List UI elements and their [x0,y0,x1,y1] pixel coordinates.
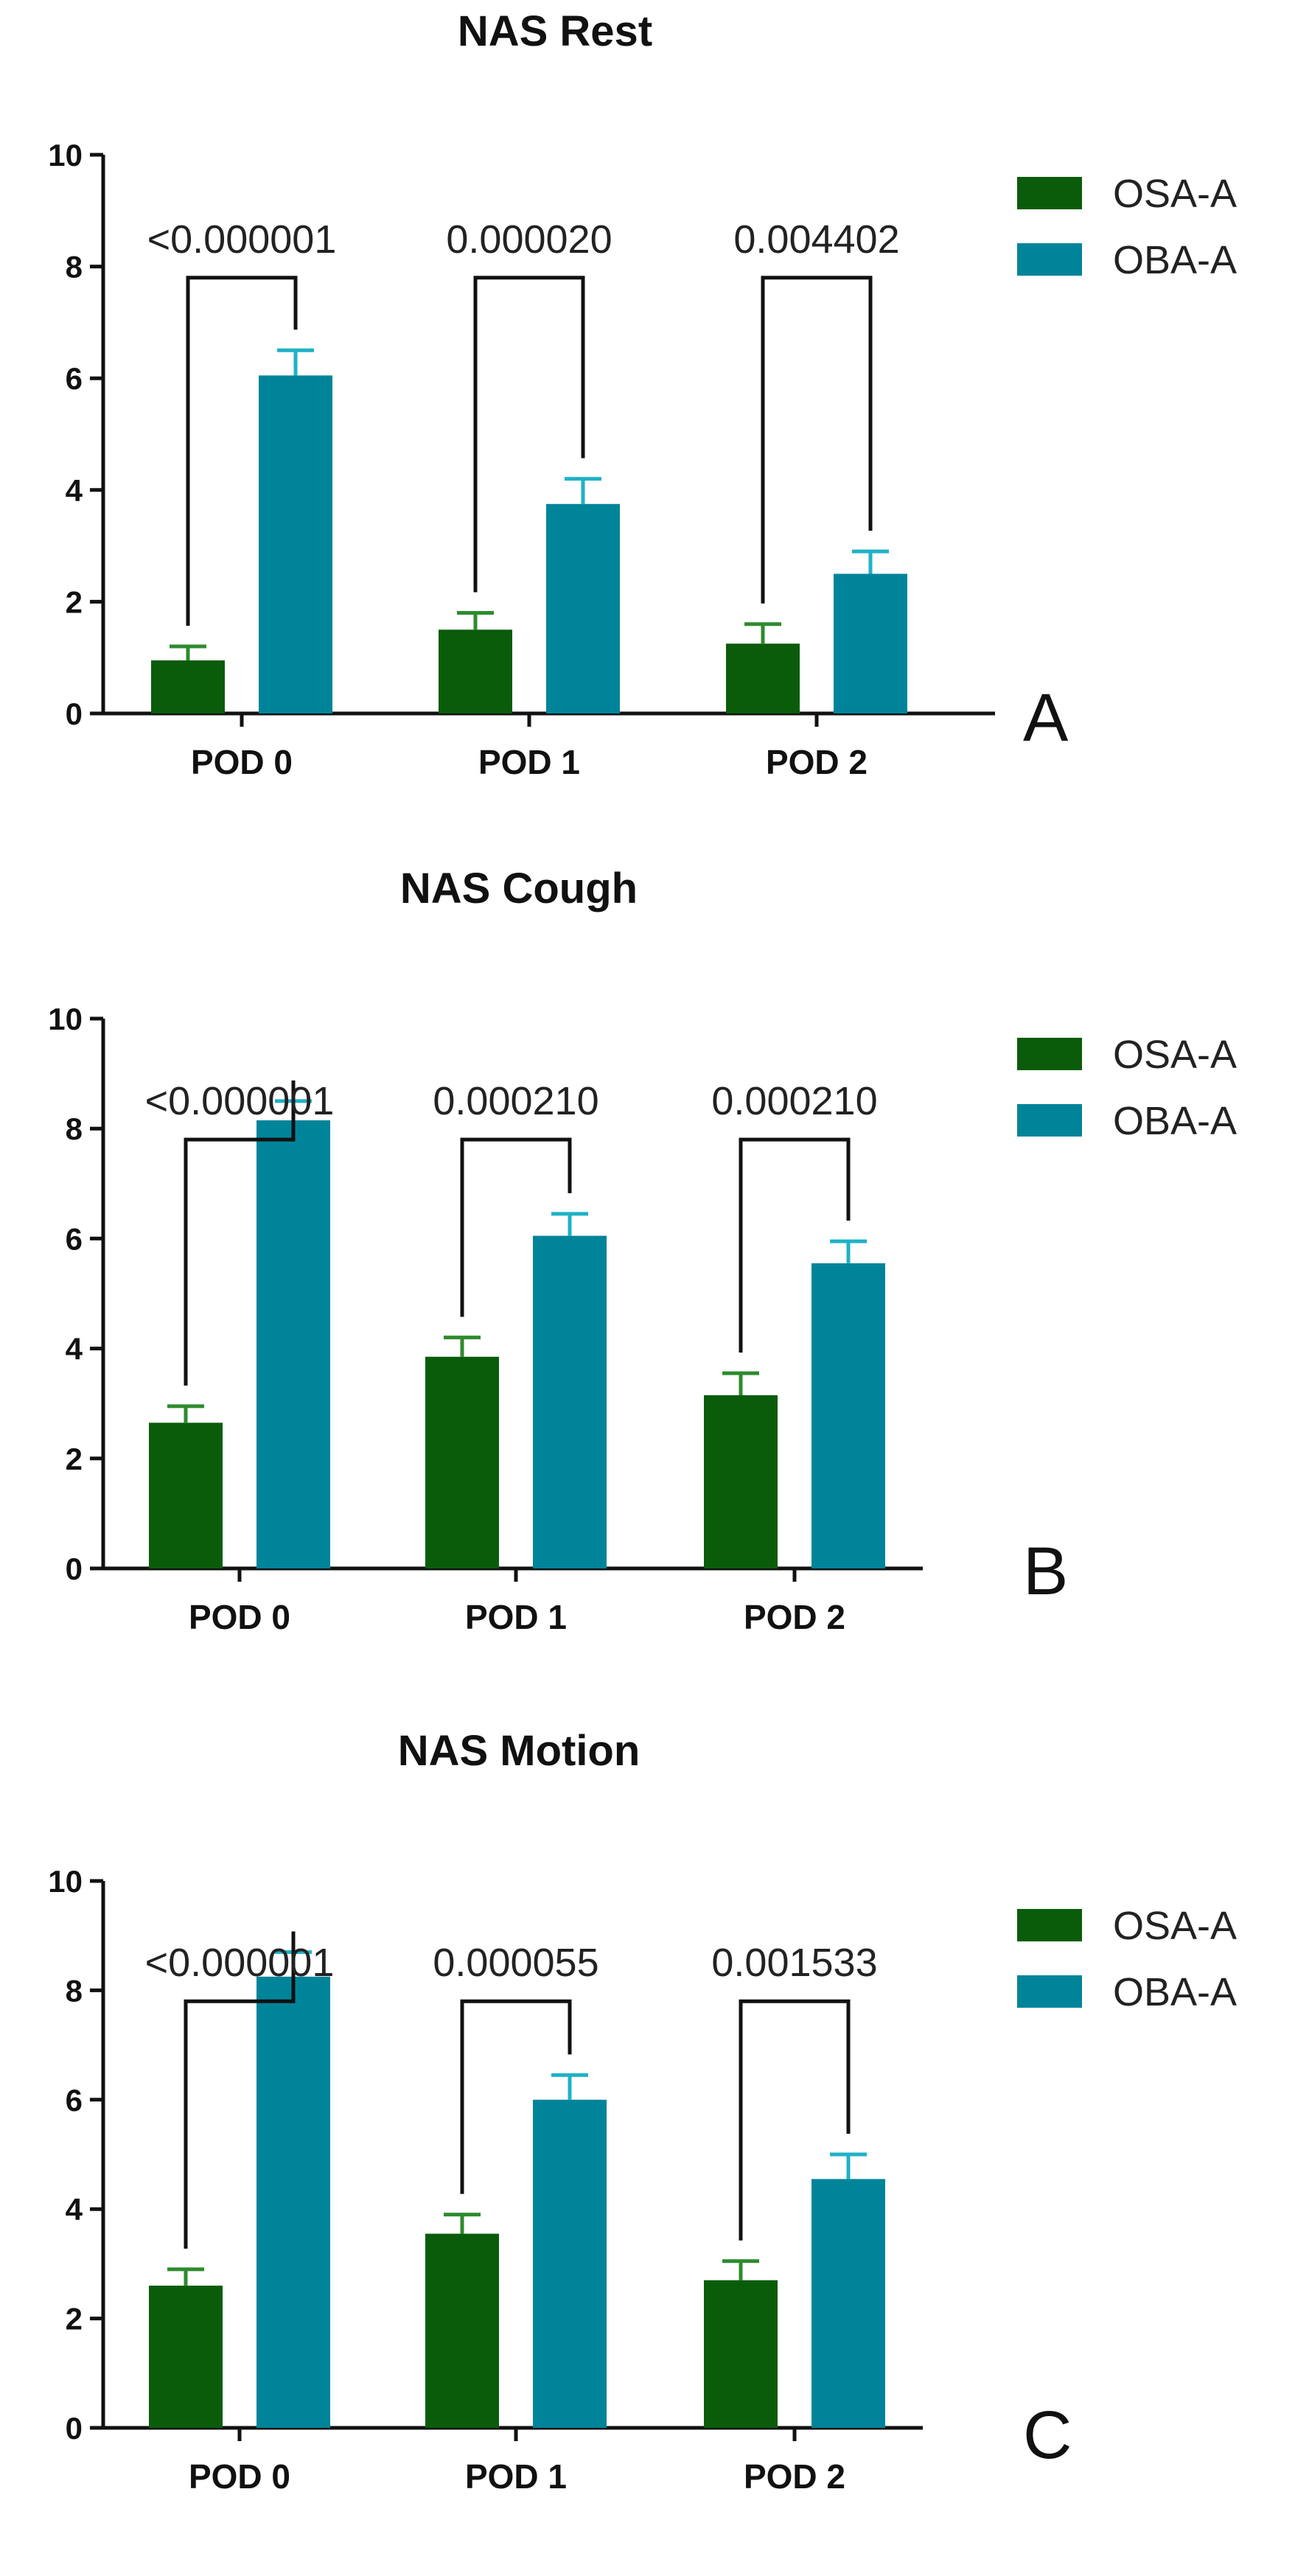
y-tick-label: 4 [66,473,83,508]
panel-label: A [1023,680,1069,755]
p-value-label: 0.000020 [446,217,612,262]
significance-bracket [473,276,585,593]
bar-oba-a-pod2 [811,1263,885,1568]
significance-bracket [186,276,298,626]
y-tick-label: 8 [66,1973,83,2008]
p-value-label: <0.000001 [145,1079,335,1123]
significance-bracket [184,1931,296,2249]
significance-bracket [460,1999,572,2194]
y-tick-label: 0 [66,2411,83,2446]
p-value-label: 0.004402 [733,217,899,262]
bar-oba-a-pod1 [546,503,620,713]
panel-label: C [1023,2398,1072,2473]
y-tick-label: 6 [66,1221,83,1256]
legend-label-oba-a: OBA-A [1113,1099,1237,1143]
chart-panel-a: NAS Rest 0 2 4 6 8 10 POD 0 POD 1 POD 2 <0.000001 0… [48,7,1237,781]
significance-bracket [739,1137,851,1353]
significance-bracket [739,1999,851,2241]
y-tick-label: 4 [66,1332,83,1366]
legend-swatch-osa-a [1017,177,1082,209]
bar-osa-a-pod2 [704,2280,778,2428]
chart-panel-b: NAS Cough 0 2 4 6 8 10 POD 0 POD 1 POD 2 <0.000001… [48,865,1237,1636]
y-tick-label: 4 [66,2192,83,2227]
y-tick-label: 10 [48,1002,83,1036]
y-tick-label: 8 [66,250,83,285]
legend-label-osa-a: OSA-A [1113,172,1237,216]
x-tick-label: POD 1 [478,743,580,781]
legend-label-osa-a: OSA-A [1113,1904,1237,1948]
bar-oba-a-pod2 [834,573,907,713]
p-value-label: <0.000001 [145,1941,335,1985]
legend-swatch-oba-a [1017,243,1082,276]
x-tick-label: POD 1 [465,1598,567,1636]
bar-osa-a-pod1 [425,1356,499,1568]
y-tick-label: 0 [66,697,83,731]
bar-osa-a-pod1 [425,2233,499,2428]
x-tick-label: POD 1 [465,2457,567,2496]
chart-title: NAS Rest [458,7,652,55]
legend-swatch-oba-a [1017,1975,1082,2008]
significance-bracket [460,1137,572,1317]
p-value-label: 0.000055 [433,1941,598,1985]
significance-bracket [184,1080,296,1386]
y-tick-label: 10 [48,1864,83,1899]
p-value-label: <0.000001 [147,217,337,262]
y-tick-label: 0 [66,1551,83,1586]
bar-osa-a-pod0 [151,660,225,713]
x-tick-label: POD 2 [744,2457,845,2496]
x-tick-label: POD 0 [191,743,293,781]
y-tick-label: 6 [66,2083,83,2118]
y-tick-label: 6 [66,361,83,396]
legend-label-osa-a: OSA-A [1113,1033,1237,1077]
x-tick-label: POD 0 [189,2457,290,2496]
y-tick-label: 2 [66,2302,83,2336]
x-tick-label: POD 2 [744,1598,845,1636]
p-value-label: 0.001533 [711,1941,877,1985]
y-tick-label: 2 [66,584,83,619]
legend-swatch-osa-a [1017,1909,1082,1941]
p-value-label: 0.000210 [433,1079,598,1123]
chart-panel-c: NAS Motion 0 2 4 6 8 10 POD 0 POD 1 POD 2 <0.00000… [48,1727,1237,2496]
x-tick-label: POD 2 [766,743,868,781]
legend-swatch-oba-a [1017,1104,1082,1137]
bar-osa-a-pod2 [726,643,800,713]
bar-osa-a-pod0 [149,1423,223,1568]
significance-bracket [761,276,873,604]
chart-title: NAS Cough [400,865,638,912]
y-tick-label: 10 [48,138,83,172]
bar-osa-a-pod2 [704,1395,778,1568]
legend-swatch-osa-a [1017,1038,1082,1070]
panel-label: B [1023,1534,1068,1609]
bar-oba-a-pod0 [256,1976,330,2428]
bar-oba-a-pod2 [811,2179,885,2428]
legend-label-oba-a: OBA-A [1113,238,1237,282]
bar-oba-a-pod1 [533,2099,607,2428]
chart-title: NAS Motion [398,1727,640,1775]
bar-oba-a-pod0 [259,375,332,713]
legend-label-oba-a: OBA-A [1113,1970,1237,2014]
x-tick-label: POD 0 [189,1598,290,1636]
bar-oba-a-pod1 [533,1235,607,1568]
y-tick-label: 2 [66,1442,83,1476]
bar-osa-a-pod1 [439,629,512,713]
bar-osa-a-pod0 [149,2286,223,2428]
bar-oba-a-pod0 [256,1120,330,1568]
p-value-label: 0.000210 [711,1079,877,1123]
y-tick-label: 8 [66,1111,83,1146]
